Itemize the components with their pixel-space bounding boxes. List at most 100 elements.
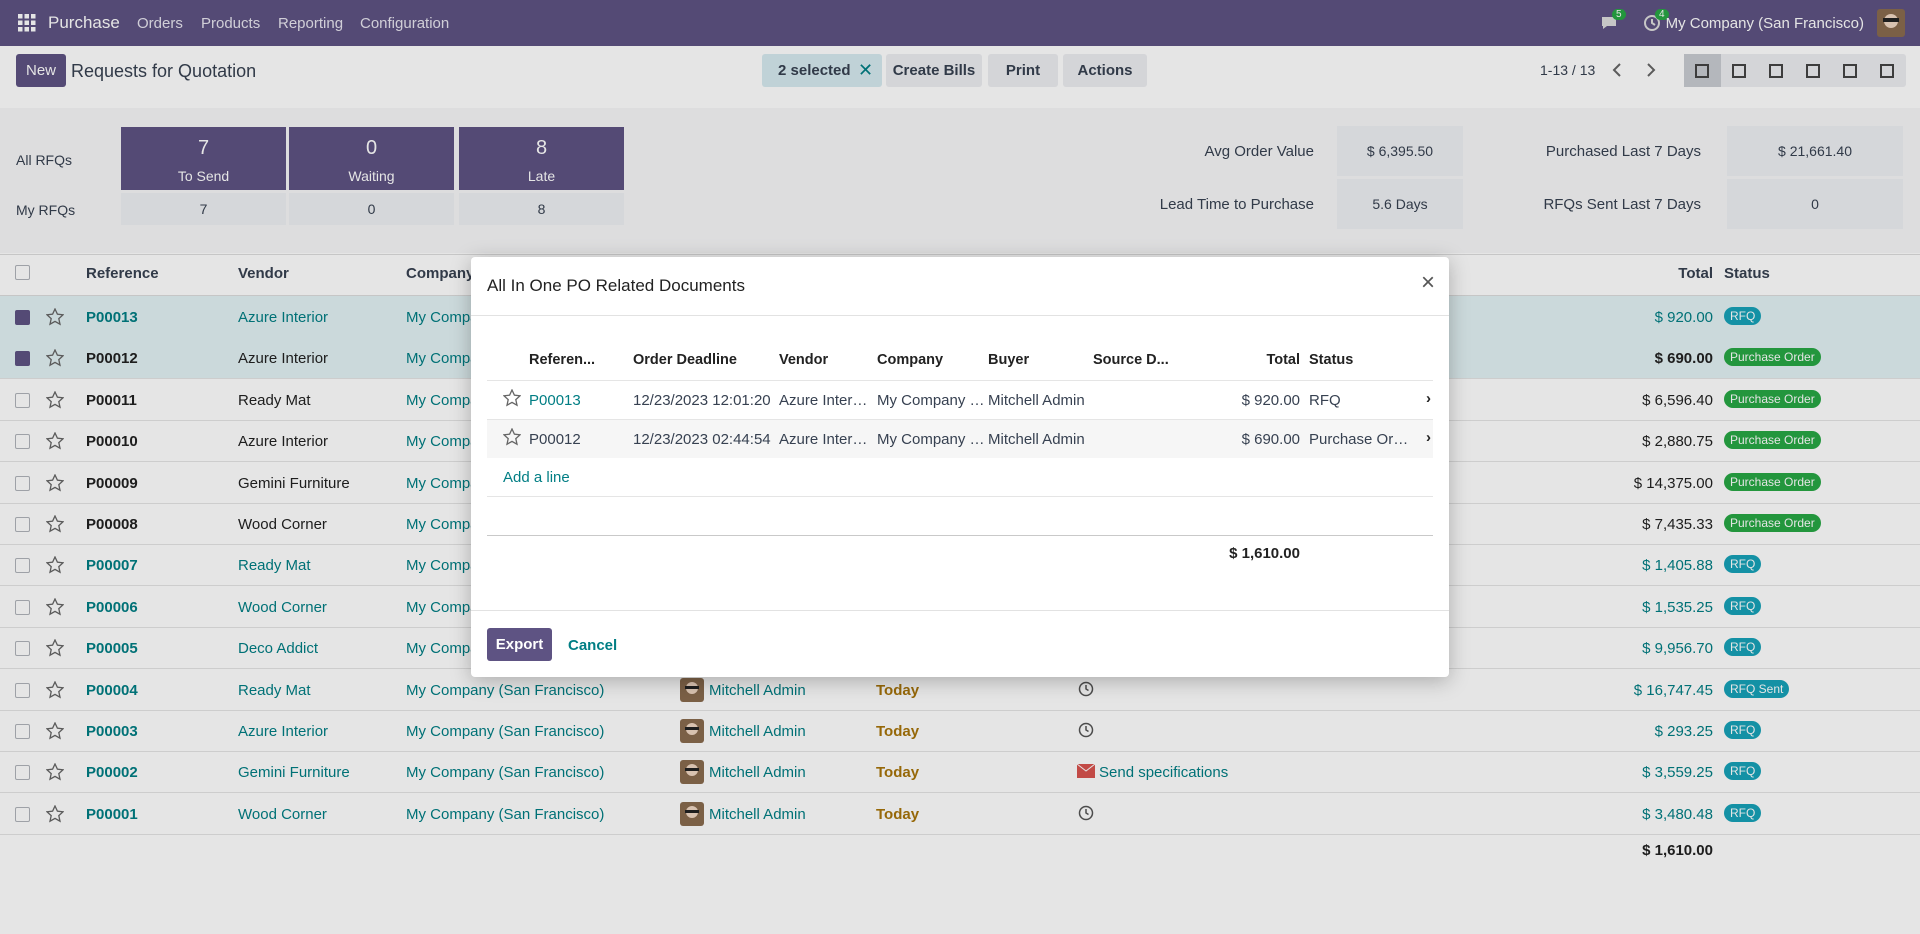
dialog-row[interactable]: [487, 380, 1433, 419]
dialog-column-header[interactable]: Order Deadline: [633, 352, 737, 368]
column-header[interactable]: Vendor: [238, 265, 289, 282]
menu-item[interactable]: Reporting: [278, 15, 344, 32]
row-deadline: Today: [876, 681, 920, 699]
view-button[interactable]: [1869, 54, 1906, 87]
add-line[interactable]: Add a line: [503, 469, 570, 486]
row-open[interactable]: ›: [1426, 390, 1431, 407]
dashboard-tile[interactable]: 0 Waiting: [289, 127, 454, 190]
row-checkbox[interactable]: [15, 806, 30, 822]
new-button[interactable]: New: [16, 54, 66, 87]
menu-item[interactable]: Configuration: [360, 15, 450, 32]
row-label: All RFQs: [16, 152, 72, 168]
dialog-column-header[interactable]: Status: [1309, 352, 1354, 368]
row-checkbox[interactable]: [15, 351, 30, 367]
pager-next[interactable]: [1644, 62, 1658, 82]
priority-star[interactable]: [45, 555, 65, 578]
view-button[interactable]: [1684, 54, 1721, 87]
dashboard-tile[interactable]: 8 Late: [459, 127, 624, 190]
column-header[interactable]: Reference: [86, 265, 159, 282]
row-checkbox[interactable]: [15, 434, 30, 450]
tile-mine[interactable]: 8: [459, 193, 624, 225]
row-checkbox[interactable]: [15, 641, 30, 657]
row-checkbox[interactable]: [15, 517, 30, 532]
dialog-column-header[interactable]: Vendor: [779, 352, 829, 368]
priority-star[interactable]: [45, 473, 65, 496]
row-checkbox[interactable]: [15, 310, 30, 325]
priority-star[interactable]: [45, 721, 65, 744]
dashboard-tile[interactable]: 7 To Send: [121, 127, 286, 190]
row-checkbox[interactable]: [15, 682, 30, 698]
avatar-glyph: [680, 719, 704, 743]
pager-prev[interactable]: [1610, 62, 1624, 82]
priority-star[interactable]: [45, 307, 65, 330]
dialog-column-header[interactable]: Source D...: [1093, 352, 1169, 368]
menu-item[interactable]: Orders: [137, 15, 183, 32]
menu-item[interactable]: Products: [201, 15, 261, 32]
select-all[interactable]: [15, 265, 30, 280]
priority-star[interactable]: [45, 348, 65, 371]
view-button[interactable]: [1795, 54, 1832, 87]
tile-value: 7: [197, 137, 210, 159]
activity-icon[interactable]: [1078, 805, 1094, 825]
tile-mine[interactable]: 7: [121, 193, 286, 225]
row-total: $ 1,405.88: [1642, 557, 1713, 575]
activities-icon[interactable]: [1643, 14, 1661, 36]
action-button[interactable]: Create Bills: [886, 54, 982, 87]
messages-icon[interactable]: [1600, 15, 1618, 35]
dialog-column-header[interactable]: Buyer: [988, 352, 1030, 368]
priority-star[interactable]: [45, 762, 65, 785]
status-badge: RFQ: [1724, 762, 1762, 781]
activity-icon[interactable]: [1076, 763, 1096, 782]
dialog-star[interactable]: [502, 427, 522, 450]
app-name[interactable]: Purchase: [48, 13, 120, 32]
row-total: $ 1,535.25: [1642, 598, 1713, 616]
stat-value: $ 6,395.50: [1337, 126, 1463, 176]
view-button[interactable]: [1758, 54, 1795, 87]
dialog-row[interactable]: [487, 419, 1433, 458]
table-row[interactable]: [0, 751, 1920, 794]
view-button[interactable]: [1832, 54, 1869, 87]
priority-star[interactable]: [45, 597, 65, 620]
row-checkbox[interactable]: [15, 392, 30, 408]
activity-icon[interactable]: [1078, 681, 1094, 701]
table-row[interactable]: [0, 669, 1920, 711]
export-button[interactable]: Export: [487, 628, 552, 661]
row-company: My Company (San Francisco): [406, 723, 605, 740]
column-header[interactable]: Status: [1724, 265, 1770, 282]
row-activity[interactable]: Send specifications: [1099, 764, 1229, 782]
row-checkbox[interactable]: [15, 724, 30, 739]
dialog-star[interactable]: [502, 388, 522, 411]
priority-star[interactable]: [45, 804, 65, 827]
priority-star[interactable]: [45, 431, 65, 454]
row-checkbox[interactable]: [15, 599, 30, 615]
dialog-column-header[interactable]: Referen...: [529, 352, 596, 368]
dialog-close[interactable]: ×: [1420, 269, 1435, 296]
user-avatar[interactable]: [1877, 9, 1905, 41]
dialog-column-header[interactable]: Company: [877, 352, 944, 368]
column-header[interactable]: Total: [1678, 265, 1713, 282]
dialog-column-header[interactable]: Total: [1266, 352, 1300, 368]
action-button[interactable]: Actions: [1063, 54, 1147, 87]
table-row[interactable]: [0, 793, 1920, 835]
row-buyer: Mitchell Admin: [709, 764, 806, 782]
priority-star[interactable]: [45, 514, 65, 537]
clear-selection[interactable]: ✕: [858, 60, 874, 80]
apps-icon[interactable]: [18, 14, 36, 36]
row-open[interactable]: ›: [1426, 429, 1431, 446]
row-checkbox[interactable]: [15, 558, 30, 574]
column-header[interactable]: Company: [406, 265, 475, 282]
priority-star[interactable]: [45, 390, 65, 413]
cancel-button[interactable]: Cancel: [568, 637, 618, 654]
activity-icon[interactable]: [1078, 722, 1094, 742]
row-checkbox[interactable]: [15, 475, 30, 491]
company-switcher[interactable]: My Company (San Francisco): [1665, 15, 1864, 32]
priority-star[interactable]: [45, 680, 65, 703]
tile-mine[interactable]: 0: [289, 193, 454, 225]
table-row[interactable]: [0, 710, 1920, 752]
priority-star[interactable]: [45, 638, 65, 661]
row-checkbox[interactable]: [15, 765, 30, 781]
view-glyph: [1732, 64, 1746, 78]
row-deadline: Today: [876, 764, 920, 782]
action-button[interactable]: Print: [988, 54, 1058, 87]
view-button[interactable]: [1721, 54, 1758, 87]
